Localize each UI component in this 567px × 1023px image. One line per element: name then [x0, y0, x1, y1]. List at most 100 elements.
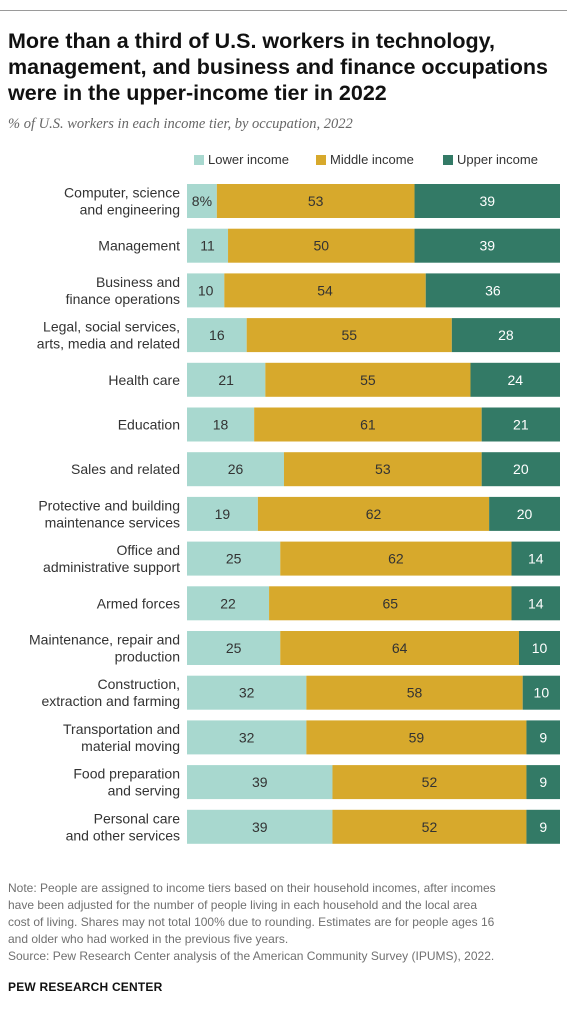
bar-segment-lower: [187, 586, 270, 621]
category-label: Computer, science and engineering: [64, 185, 180, 218]
value-label-upper: 9: [539, 729, 547, 745]
value-label-lower: 25: [226, 551, 242, 567]
bar-segment-lower: [187, 809, 333, 844]
value-label-lower: 8%: [192, 193, 212, 209]
value-label-lower: 10: [198, 282, 214, 298]
legend-swatch-lower: [194, 154, 204, 165]
value-label-upper: 21: [513, 417, 529, 433]
value-label-upper: 39: [479, 193, 495, 209]
value-label-lower: 25: [226, 640, 242, 656]
bar-segment-middle: [280, 541, 512, 576]
value-label-upper: 36: [485, 282, 501, 298]
top-rule: [0, 10, 567, 11]
category-label: Armed forces: [97, 595, 180, 611]
chart-title: More than a third of U.S. workers in tec…: [8, 29, 549, 105]
legend-item-middle: Middle income: [316, 152, 414, 167]
stacked-bar-chart: Computer, science and engineering 8% 53 39 Ma…: [29, 184, 560, 844]
bar-segment-upper: [414, 184, 560, 218]
value-label-middle: 53: [375, 461, 391, 477]
bar-segment-upper: [511, 586, 560, 621]
category-label: Personal care and other services: [66, 810, 181, 843]
value-label-middle: 62: [388, 551, 404, 567]
bar-segment-lower: [187, 184, 217, 218]
value-label-middle: 53: [308, 193, 324, 209]
value-label-upper: 9: [539, 774, 547, 790]
bar-segment-middle: [332, 765, 527, 800]
value-label-lower: 39: [252, 774, 268, 790]
value-label-middle: 54: [317, 282, 333, 298]
chart-subtitle: % of U.S. workers in each income tier, b…: [8, 116, 353, 132]
bar-segment-upper: [518, 631, 560, 665]
category-label: Business and finance operations: [66, 274, 180, 307]
bar-segment-lower: [187, 407, 255, 442]
bar-segment-lower: [187, 765, 333, 800]
value-label-upper: 10: [534, 685, 550, 701]
value-label-lower: 39: [252, 819, 268, 835]
bar-segment-middle: [332, 809, 527, 844]
bar-segment-middle: [257, 496, 490, 531]
bar-segment-middle: [224, 273, 426, 308]
value-label-upper: 24: [507, 372, 523, 388]
bar-segment-lower: [187, 452, 284, 487]
legend-label-lower: Lower income: [208, 152, 289, 167]
bar-segment-middle: [280, 631, 519, 665]
bar-segment-lower: [187, 675, 307, 710]
legend-label-upper: Upper income: [457, 152, 538, 167]
category-label: Education: [118, 417, 180, 433]
category-label: Maintenance, repair and production: [29, 632, 180, 665]
category-label: Food preparation and serving: [73, 766, 180, 799]
bar-segment-middle: [306, 720, 527, 755]
note-line: Note: People are assigned to income tier…: [8, 881, 496, 895]
bar-segment-lower: [187, 318, 247, 353]
bar-segment-middle: [269, 586, 512, 621]
category-label: Sales and related: [71, 461, 180, 477]
bar-segment-lower: [187, 720, 307, 755]
value-label-lower: 32: [239, 729, 255, 745]
bar-segment-upper: [481, 452, 560, 487]
bar-segment-upper: [470, 362, 560, 397]
note-line: and older who had worked in the previous…: [8, 932, 289, 946]
category-label: Management: [98, 238, 180, 254]
value-label-upper: 39: [479, 238, 495, 254]
bar-segment-lower: [187, 362, 266, 397]
bar-segment-upper: [481, 407, 560, 442]
bar-segment-lower: [187, 541, 281, 576]
value-label-lower: 22: [220, 595, 236, 611]
note-line: have been adjusted for the number of peo…: [8, 898, 478, 912]
bar-segment-upper: [526, 809, 560, 844]
legend-item-lower: Lower income: [194, 152, 289, 167]
category-label: Protective and building maintenance servi…: [38, 497, 180, 530]
bar-segment-upper: [511, 541, 560, 576]
value-label-upper: 20: [513, 461, 529, 477]
value-label-lower: 19: [215, 506, 231, 522]
value-label-middle: 50: [313, 238, 329, 254]
value-label-middle: 61: [360, 417, 376, 433]
bar-segment-lower: [187, 228, 229, 263]
bar-segment-lower: [187, 631, 281, 665]
value-label-upper: 14: [528, 551, 544, 567]
bar-segment-middle: [246, 318, 452, 353]
bar-segment-middle: [265, 362, 471, 397]
value-label-middle: 52: [422, 819, 438, 835]
bar-segment-middle: [254, 407, 482, 442]
bar-segment-upper: [522, 675, 560, 710]
value-label-middle: 59: [409, 729, 425, 745]
value-label-lower: 32: [239, 685, 255, 701]
bar-segment-middle: [306, 675, 523, 710]
bar-segment-upper: [425, 273, 560, 308]
legend-swatch-middle: [316, 154, 326, 165]
legend: Lower income Middle income Upper income: [0, 152, 567, 170]
value-label-upper: 14: [528, 595, 544, 611]
bar-segment-upper: [526, 765, 560, 800]
value-label-middle: 64: [392, 640, 408, 656]
bar-segment-upper: [451, 318, 560, 353]
value-label-middle: 52: [422, 774, 438, 790]
legend-label-middle: Middle income: [330, 152, 414, 167]
value-label-lower: 11: [200, 238, 215, 254]
value-label-middle: 62: [366, 506, 382, 522]
source-line: Source: Pew Research Center analysis of …: [8, 949, 495, 963]
category-label: Construction, extraction and farming: [41, 676, 180, 709]
chart-note: Note: People are assigned to income tier…: [8, 880, 560, 965]
bar-segment-middle: [228, 228, 415, 263]
brand-name: PEW RESEARCH CENTER: [8, 980, 163, 994]
